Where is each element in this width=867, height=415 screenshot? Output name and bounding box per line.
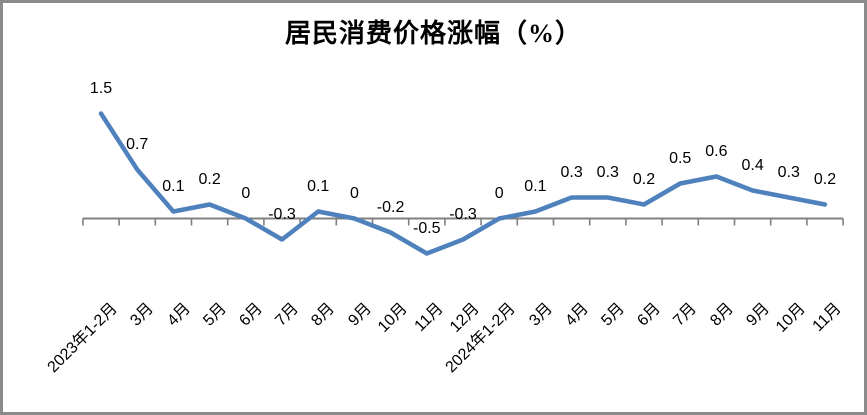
data-label: 0.5: [669, 149, 692, 167]
data-label: 0: [494, 184, 504, 202]
data-label: 0.2: [632, 170, 656, 188]
data-label: 0.1: [524, 177, 547, 195]
data-label: 0.7: [126, 135, 149, 153]
data-label: 0: [349, 184, 359, 202]
data-label: 0.3: [777, 163, 800, 181]
data-label: -0.5: [413, 219, 441, 237]
data-label: 0.1: [162, 177, 185, 195]
chart-title: 居民消费价格涨幅（%）: [284, 19, 582, 48]
data-label: 0.1: [307, 177, 330, 195]
series-line: [98, 111, 828, 256]
data-label: 0.3: [596, 163, 619, 181]
data-label: -0.3: [449, 205, 477, 223]
data-label: -0.3: [268, 205, 296, 223]
data-label: 0: [241, 184, 251, 202]
data-label: 0.2: [813, 170, 837, 188]
data-label: 0.4: [741, 156, 764, 174]
data-label: 0.2: [198, 170, 221, 188]
data-label: 0.6: [705, 142, 728, 160]
data-label: -0.2: [376, 198, 405, 216]
data-label: 0.3: [560, 163, 583, 181]
data-label: 1.5: [89, 79, 113, 97]
